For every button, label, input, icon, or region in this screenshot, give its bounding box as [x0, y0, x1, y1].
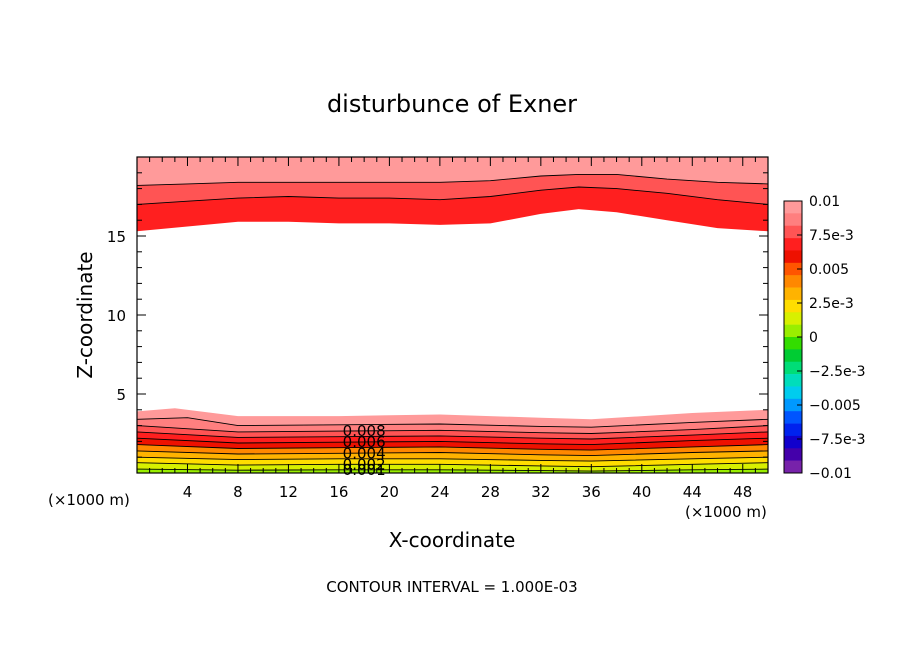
colorbar-label: 2.5e-3: [809, 296, 854, 312]
x-tick-label: 48: [733, 483, 752, 501]
x-unit-right: (×1000 m): [685, 503, 767, 521]
colorbar-swatch: [784, 349, 802, 363]
colorbar-swatch: [784, 213, 802, 227]
colorbar-swatch: [784, 374, 802, 387]
contour-line: [136, 173, 769, 186]
colorbar-swatch: [784, 262, 802, 276]
x-tick-label: 44: [683, 483, 702, 501]
y-axis-label: Z-coordinate: [73, 251, 97, 378]
x-tick-label: 12: [279, 483, 298, 501]
contour-line: [136, 425, 769, 434]
colorbar-swatch: [784, 448, 802, 461]
x-tick-label: 32: [531, 483, 550, 501]
contour-line: [136, 186, 769, 205]
x-tick-label: 40: [632, 483, 651, 501]
colorbar: 0.01 7.5e-3 0.005 2.5e-3 0 −2.5e-3 −0.005 −7.5e…: [783, 194, 866, 482]
colorbar-swatch: [784, 398, 802, 412]
contour-line: [136, 450, 769, 457]
contour-line: [136, 444, 769, 451]
colorbar-label: 7.5e-3: [809, 228, 854, 244]
colorbar-swatch: [784, 361, 802, 375]
colorbar-swatch: [784, 275, 802, 288]
x-tick-label: 16: [329, 483, 348, 501]
contour-line: [136, 437, 769, 446]
colorbar-swatch: [784, 324, 802, 338]
colorbar-label: −0.005: [809, 398, 861, 414]
contour-interval-note: CONTOUR INTERVAL = 1.000E-03: [326, 578, 577, 596]
colorbar-swatch: [784, 460, 802, 474]
colorbar-label: −7.5e-3: [809, 432, 866, 448]
contour-line: [136, 431, 769, 440]
colorbar-label: −2.5e-3: [809, 364, 866, 380]
x-unit-left: (×1000 m): [48, 491, 130, 509]
colorbar-swatch: [784, 225, 802, 239]
x-tick-label: 20: [380, 483, 399, 501]
contour-label: 0.002: [343, 455, 386, 473]
colorbar-swatch: [784, 312, 802, 325]
contour-line: [136, 456, 769, 462]
colorbar-swatch: [784, 299, 802, 313]
colorbar-swatch: [784, 337, 802, 350]
upper-band-top: [137, 157, 768, 186]
contour-label: 0.004: [343, 444, 386, 462]
y-tick-label: 5: [116, 386, 126, 404]
colorbar-swatch: [784, 423, 802, 437]
x-tick-label: 28: [481, 483, 500, 501]
x-tick-label: 8: [233, 483, 243, 501]
contour-label: 0.008: [343, 422, 386, 440]
colorbar-label: 0: [809, 330, 818, 346]
colorbar-swatch: [784, 411, 802, 424]
colorbar-swatch: [784, 250, 802, 264]
colorbar-swatch: [784, 287, 802, 301]
contour-label: 0.006: [343, 433, 386, 451]
x-axis-label: X-coordinate: [389, 528, 516, 552]
colorbar-swatch: [784, 201, 802, 214]
colorbar-label: 0.005: [809, 262, 849, 278]
x-tick-label: 24: [430, 483, 449, 501]
colorbar-swatch: [784, 238, 802, 251]
y-tick-label: 15: [107, 228, 126, 246]
colorbar-label: 0.01: [809, 194, 840, 210]
x-tick-label: 36: [582, 483, 601, 501]
colorbar-swatch: [784, 386, 802, 400]
x-tick-label: 4: [183, 483, 193, 501]
colorbar-label: −0.01: [809, 466, 852, 482]
chart-title: disturbunce of Exner: [327, 90, 577, 118]
contour-line: [136, 417, 769, 428]
y-tick-label: 10: [107, 307, 126, 325]
colorbar-swatch: [784, 435, 802, 449]
